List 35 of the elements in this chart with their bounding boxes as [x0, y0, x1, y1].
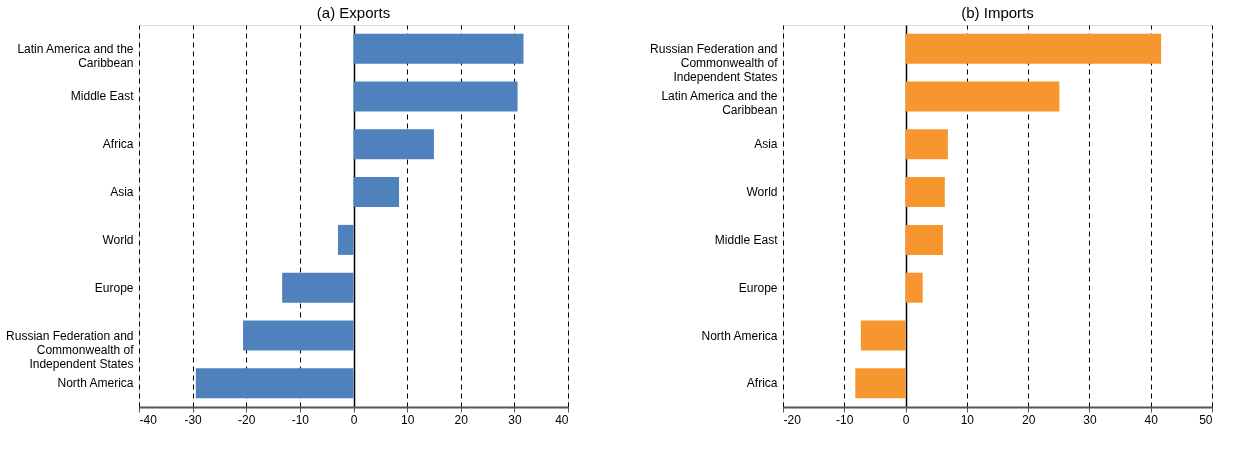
x-tick-label: 50	[1199, 412, 1213, 427]
y-tick-label: Africa	[102, 137, 134, 152]
y-tick-label: North America	[701, 328, 778, 343]
y-tick-label: Russian Federation and Commonwealth of Independent States	[650, 41, 779, 84]
y-tick-label: World	[102, 232, 134, 247]
chart-title: (a) Exports	[316, 4, 391, 21]
x-tick-label: 30	[1083, 412, 1097, 427]
x-tick-label: 30	[508, 412, 522, 427]
y-tick-label: North America	[57, 376, 134, 391]
x-tick-label: -10	[836, 412, 854, 427]
chart-title: (b) Imports	[961, 4, 1034, 21]
x-tick-label: -20	[783, 412, 802, 427]
y-tick-label: Latin America and the Caribbean	[17, 41, 134, 70]
y-tick-label: Russian Federation and Commonwealth of Independent States	[6, 328, 135, 371]
x-tick-label: -30	[184, 412, 203, 427]
y-tick-label: Europe	[738, 280, 778, 295]
x-tick-label: 20	[1021, 412, 1036, 427]
y-tick-label: Asia	[110, 185, 134, 200]
x-tick-label: 40	[555, 412, 569, 427]
x-tick-label: 10	[960, 412, 975, 427]
y-tick-label: Asia	[754, 137, 778, 152]
y-tick-label: World	[746, 185, 778, 200]
y-tick-label: Europe	[94, 280, 134, 295]
x-tick-label: 20	[454, 412, 469, 427]
y-tick-label: Africa	[746, 376, 778, 391]
x-tick-label: -20	[238, 412, 256, 427]
x-tick-label: 0	[350, 412, 358, 427]
y-tick-label: Middle East	[70, 89, 135, 104]
y-tick-label: Middle East	[714, 232, 779, 247]
x-tick-label: -10	[291, 412, 310, 427]
x-tick-label: 10	[400, 412, 415, 427]
x-tick-label: 40	[1144, 412, 1159, 427]
x-tick-label: -40	[139, 412, 158, 427]
x-tick-label: 0	[902, 412, 910, 427]
y-tick-label: Latin America and the Caribbean	[661, 89, 778, 118]
